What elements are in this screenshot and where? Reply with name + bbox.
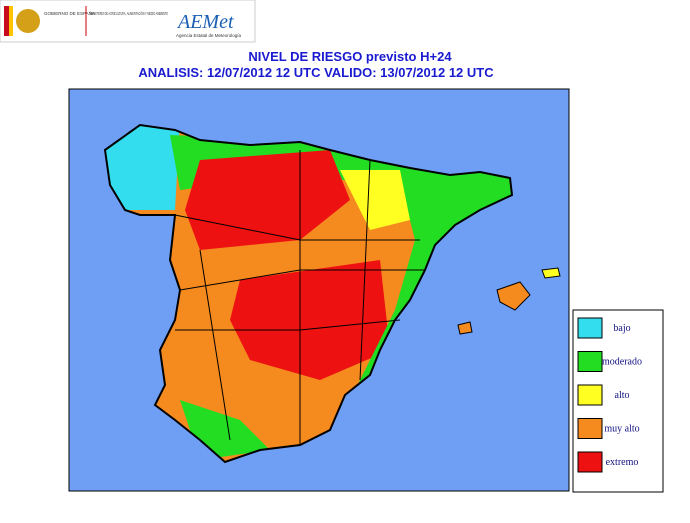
ministry: MINISTERIO DE AGRICULTURA, ALIMENTACIÓN … <box>90 10 168 16</box>
province-borders <box>174 150 425 445</box>
legend-label: moderado <box>602 357 642 368</box>
zone <box>105 125 180 210</box>
header-logos: GOBIERNO DE ESPAÑA MINISTERIO DE AGRICUL… <box>0 0 256 43</box>
legend-label: muy alto <box>604 424 639 435</box>
logo-frame <box>0 0 256 43</box>
legend-swatch <box>577 384 603 406</box>
zone <box>230 260 390 380</box>
map-subtitle: ANALISIS: 12/07/2012 12 UTC VALIDO: 13/0… <box>138 65 494 80</box>
government: GOBIERNO DE ESPAÑA <box>44 10 95 16</box>
balearic-island <box>496 281 531 311</box>
legend: bajo moderado alto muy alto extremo <box>577 317 642 473</box>
flag-bar <box>9 6 13 36</box>
zone <box>340 170 410 230</box>
coat-of-arms <box>16 9 40 33</box>
map-title: NIVEL DE RIESGO previsto H+24 <box>248 49 452 64</box>
flag-bar <box>4 6 9 36</box>
legend-label: extremo <box>606 457 639 468</box>
legend-swatch <box>577 351 603 372</box>
agency-name: Agencia Estatal de Meteorología <box>176 33 242 38</box>
legend-label: bajo <box>613 323 630 334</box>
legend-swatch <box>577 451 603 473</box>
legend-swatch <box>577 418 603 439</box>
balearic-island <box>457 321 473 335</box>
balearic-island <box>541 267 561 279</box>
legend-swatch <box>577 317 603 339</box>
agency-logo: AEMet <box>176 11 234 33</box>
legend-label: alto <box>615 390 630 401</box>
